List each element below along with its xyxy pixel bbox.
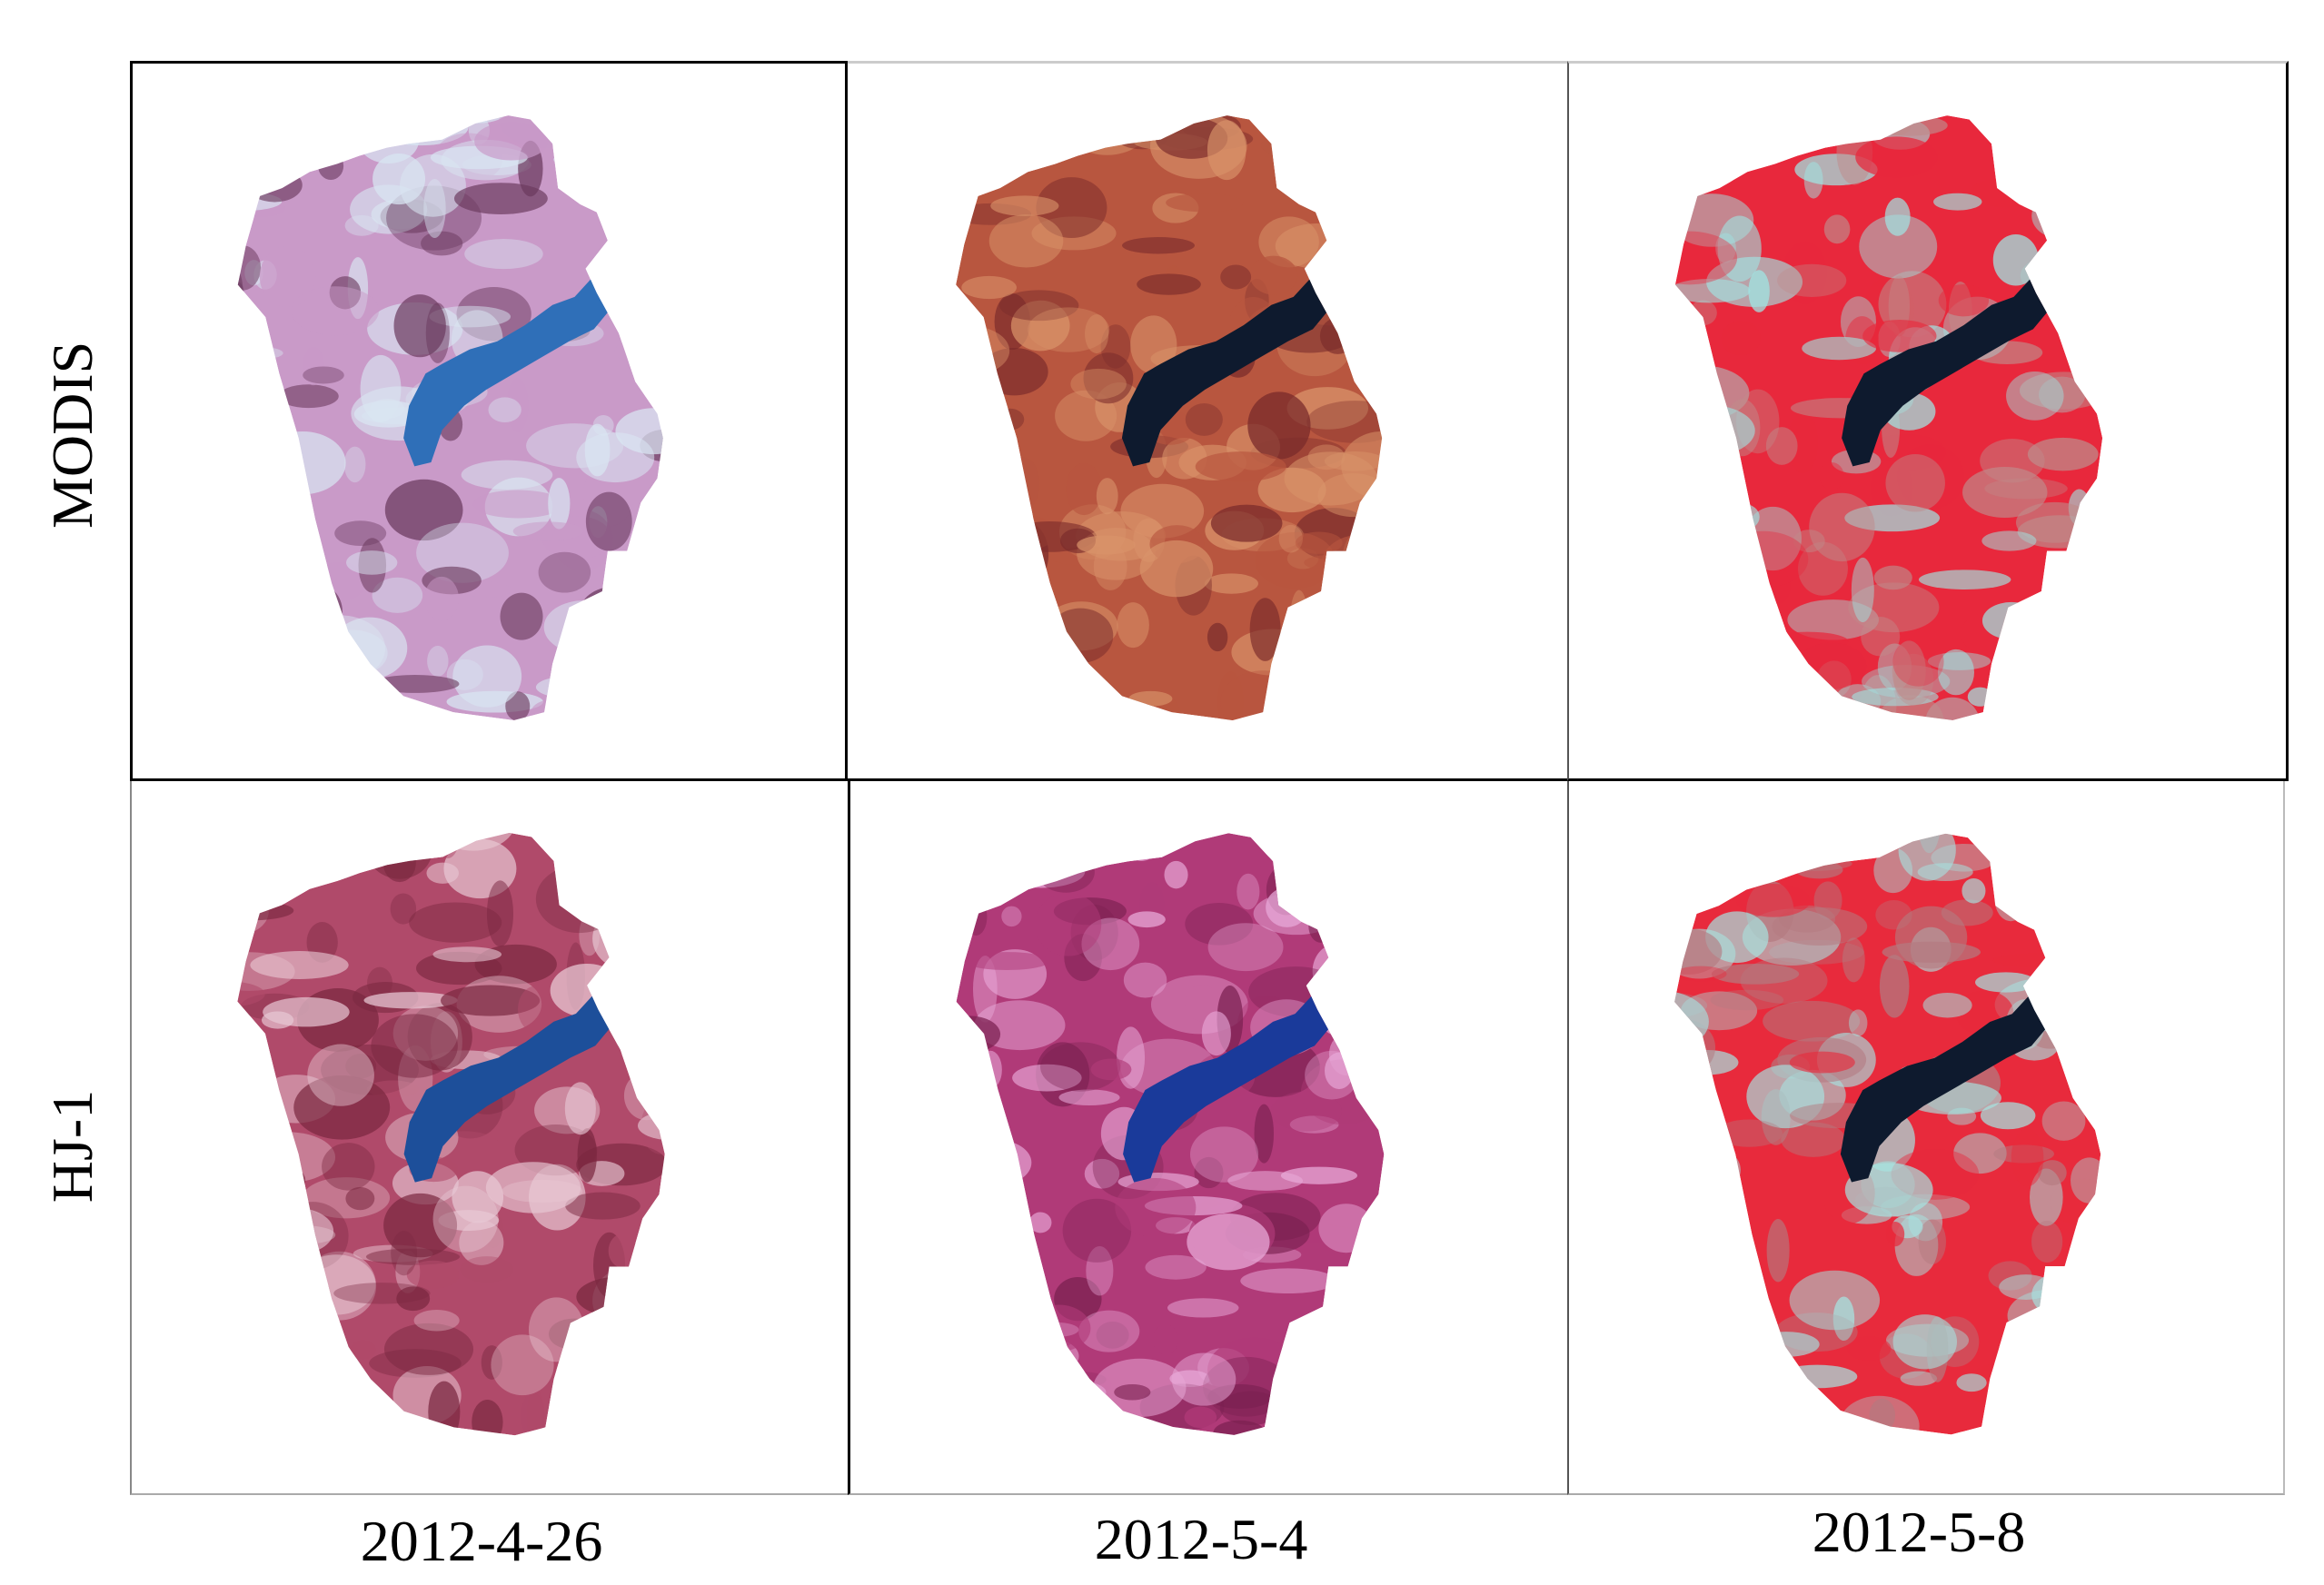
panel-hj1-2012-4-26: [130, 781, 848, 1495]
reservoir-water: [1842, 260, 2054, 467]
region-fill: [956, 833, 1385, 1435]
region-fill: [1674, 833, 2101, 1435]
reservoir-water: [403, 977, 616, 1183]
panel-hj1-2012-5-4: [848, 781, 1567, 1495]
panel-hj1-2012-5-8: [1567, 781, 2285, 1495]
region-map-image: [956, 833, 1385, 1435]
region-map-image: [237, 832, 665, 1436]
column-label-2012-5-4: 2012-5-4: [1094, 1507, 1308, 1571]
row-label-hj1: HJ-1: [40, 1089, 104, 1204]
region-fill: [237, 115, 663, 720]
reservoir-water: [1123, 977, 1336, 1183]
region-map-image: [956, 115, 1383, 720]
row-label-modis: MODIS: [40, 341, 104, 529]
panel-modis-2012-4-26: [130, 61, 848, 781]
region-map-image: [237, 115, 663, 720]
panel-modis-2012-5-4: [848, 61, 1567, 781]
region-fill: [1674, 115, 2103, 720]
region-fill: [956, 115, 1383, 720]
column-label-2012-4-26: 2012-4-26: [360, 1509, 603, 1573]
panel-modis-2012-5-8: [1567, 61, 2289, 781]
region-map-image: [1674, 115, 2103, 720]
reservoir-water: [403, 260, 615, 467]
reservoir-water: [1840, 977, 2052, 1183]
reservoir-water: [1121, 260, 1334, 467]
region-map-image: [1674, 833, 2101, 1435]
column-label-2012-5-8: 2012-5-8: [1812, 1500, 2026, 1564]
region-fill: [237, 832, 665, 1436]
